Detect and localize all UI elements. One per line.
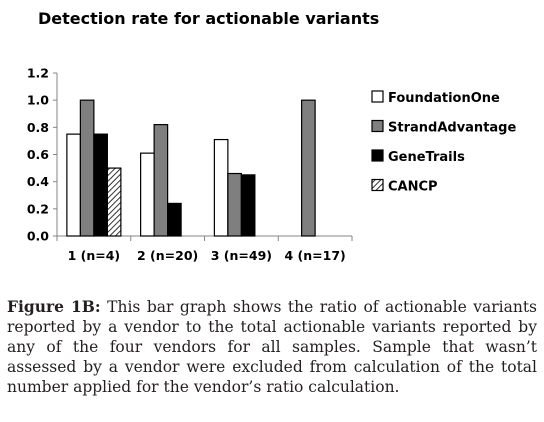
bar-strandadvantage [79, 99, 95, 237]
y-tick-label: 0.8 [27, 120, 49, 135]
bar-strandadvantage [301, 99, 316, 237]
legend-label: GeneTrails [388, 150, 465, 165]
bar-genetrails [167, 202, 182, 237]
y-tick-label: 0.4 [27, 174, 49, 189]
bar-genetrails [93, 133, 108, 237]
bar-cancp [106, 167, 122, 237]
legend-swatch [371, 178, 384, 192]
bar-foundationone [213, 138, 229, 237]
caption-text: This bar graph shows the ratio of action… [7, 298, 538, 396]
x-tick-label: 4 (n=17) [285, 248, 346, 263]
caption-label: Figure 1B: [7, 297, 101, 316]
legend-swatch [371, 90, 384, 103]
bar-genetrails [240, 174, 256, 237]
bar-strandadvantage [153, 124, 169, 237]
x-tick-label: 3 (n=49) [211, 248, 272, 263]
legend-label: StrandAdvantage [388, 121, 516, 136]
y-tick-label: 1.0 [27, 93, 49, 108]
bar-chart: 0.0 0.2 0.4 0.6 0.8 1.0 1.2 1 (n=4) 2 (n=20) 3 (n… [27, 66, 517, 264]
bar-foundationone [66, 133, 81, 237]
legend-swatch [371, 149, 384, 162]
bar-strandadvantage [227, 172, 242, 237]
chart-title: Detection rate for actionable variants [38, 9, 380, 28]
legend-swatch [371, 119, 384, 133]
x-tick-label: 1 (n=4) [68, 248, 121, 263]
y-tick-label: 0.2 [27, 201, 49, 216]
y-tick-label: 1.2 [27, 66, 49, 81]
bar-foundationone [140, 152, 155, 237]
x-tick-label: 2 (n=20) [137, 248, 198, 263]
y-tick-label: 0.6 [27, 147, 49, 162]
figure-caption: Figure 1B: This bar graph shows the rati… [7, 297, 537, 397]
legend-label: CANCP [388, 180, 438, 195]
legend-label: FoundationOne [388, 91, 500, 106]
y-tick-label: 0.0 [27, 229, 49, 244]
